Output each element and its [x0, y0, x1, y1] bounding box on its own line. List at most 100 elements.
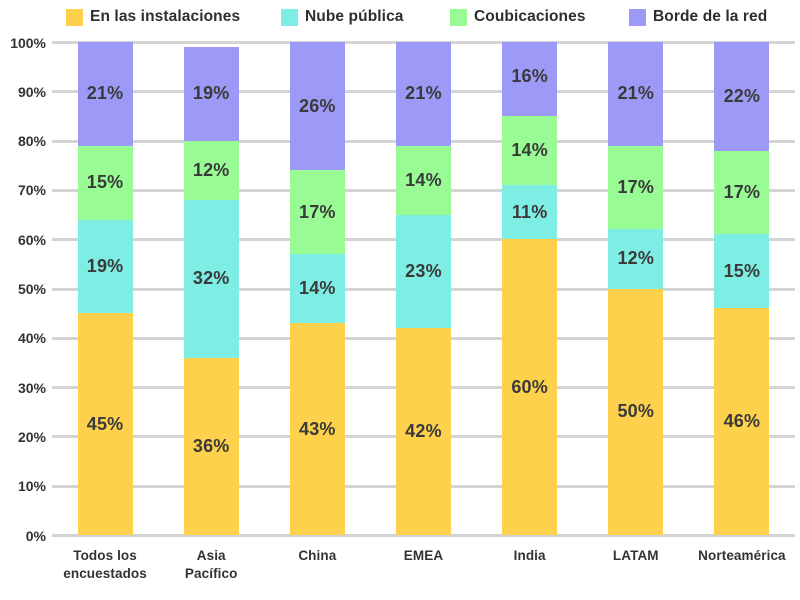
y-axis-tick-label: 20%	[17, 428, 46, 445]
legend-label: Nube pública	[305, 8, 404, 25]
segment-value-label: 32%	[192, 268, 230, 289]
x-axis-category-label: China	[298, 548, 337, 563]
bar-stack: 50% 12% 17% 21%	[608, 42, 664, 535]
bar-segment: 14%	[502, 115, 558, 185]
bar-todos-los-encuestados: 45% 19% 15% 21%	[77, 42, 133, 535]
bar-segment: 11%	[502, 184, 558, 240]
bar-segment: 21%	[77, 42, 133, 146]
y-axis-tick-label: 70%	[17, 182, 46, 199]
y-axis-tick-label: 0%	[25, 527, 46, 544]
legend-label: Coubicaciones	[474, 8, 586, 25]
y-axis-tick-label: 50%	[17, 281, 46, 297]
bar-stack: 60% 11% 14% 16%	[502, 42, 558, 535]
bar-segment: 23%	[396, 214, 451, 328]
bar-segment: 21%	[396, 42, 451, 146]
bar-segment: 26%	[289, 42, 345, 171]
bar-segment: 17%	[714, 150, 770, 235]
segment-value-label: 45%	[86, 413, 124, 434]
segment-value-label: 17%	[723, 181, 761, 202]
segment-value-label: 14%	[299, 278, 336, 298]
segment-value-label: 26%	[299, 95, 336, 116]
legend-label: Borde de la red	[653, 8, 768, 25]
x-axis-category-label: India	[513, 548, 546, 563]
segment-value-label: 15%	[723, 260, 761, 281]
bar-segment: 19%	[183, 46, 239, 141]
x-axis-category-label: LATAM	[612, 548, 659, 563]
bar-segment: 17%	[608, 145, 664, 230]
y-axis-tick-label: 30%	[17, 379, 46, 396]
bar-segment: 32%	[183, 199, 239, 358]
segment-value-label: 22%	[723, 85, 761, 106]
legend-swatch-icon	[281, 8, 298, 26]
y-axis-tick-label: 60%	[17, 231, 46, 248]
y-axis-tick-label: 90%	[17, 83, 46, 100]
segment-value-label: 19%	[192, 83, 230, 104]
gridline	[52, 534, 795, 537]
bar-segment: 14%	[289, 254, 345, 324]
segment-value-label: 43%	[299, 418, 336, 439]
segment-value-label: 16%	[511, 66, 548, 87]
bar-segment: 50%	[608, 288, 664, 535]
segment-value-label: 15%	[86, 172, 124, 193]
bar-norteamérica: 46% 15% 17% 22%	[714, 42, 770, 535]
bar-segment: 16%	[502, 42, 558, 116]
x-axis-category-label: Asia Pacífico	[184, 548, 238, 582]
segment-value-label: 21%	[405, 83, 442, 104]
bar-stack: 45% 19% 15% 21%	[77, 42, 133, 535]
bar-segment: 36%	[183, 357, 239, 535]
segment-value-label: 12%	[617, 248, 655, 269]
bar-segment: 42%	[396, 327, 451, 535]
bar-segment: 21%	[608, 42, 664, 146]
bar-segment: 12%	[608, 229, 664, 289]
legend-item: Borde de la red	[629, 8, 767, 26]
chart-legend: En las instalaciones Nube pública Coubicac…	[0, 8, 800, 34]
bar-segment: 15%	[714, 234, 770, 309]
legend-swatch-icon	[629, 8, 646, 26]
segment-value-label: 21%	[617, 83, 655, 104]
x-axis-category-label: Norteamérica	[698, 548, 786, 563]
bar-stack: 42% 23% 14% 21%	[396, 42, 451, 535]
segment-value-label: 46%	[723, 411, 761, 432]
bar-segment: 19%	[77, 219, 133, 314]
bar-segment: 15%	[77, 145, 133, 220]
bar-china: 43% 14% 17% 26%	[289, 42, 345, 535]
legend-item: Coubicaciones	[450, 8, 586, 26]
legend-item: En las instalaciones	[66, 8, 240, 26]
segment-value-label: 60%	[511, 376, 548, 397]
bar-stack: 36% 32% 12% 19%	[183, 46, 239, 535]
legend-swatch-icon	[450, 8, 467, 26]
bar-segment: 43%	[289, 323, 345, 535]
bar-latam: 50% 12% 17% 21%	[608, 42, 664, 535]
segment-value-label: 14%	[405, 169, 442, 190]
segment-value-label: 21%	[86, 83, 124, 104]
legend-label: En las instalaciones	[90, 8, 241, 25]
segment-value-label: 42%	[405, 420, 442, 441]
bar-segment: 45%	[77, 313, 133, 535]
bar-segment: 12%	[183, 140, 239, 200]
y-axis-tick-label: 80%	[17, 133, 46, 150]
bar-stack: 43% 14% 17% 26%	[289, 42, 345, 535]
bar-stack: 46% 15% 17% 22%	[714, 42, 770, 535]
segment-value-label: 17%	[299, 201, 336, 222]
segment-value-label: 19%	[86, 255, 124, 276]
x-axis-category-label: Todos los encuestados	[63, 548, 147, 582]
legend-item: Nube pública	[281, 8, 404, 26]
y-axis-tick-label: 10%	[17, 478, 46, 495]
bar-asia-pacífico: 36% 32% 12% 19%	[183, 46, 239, 535]
bar-segment: 22%	[714, 42, 770, 151]
segment-value-label: 11%	[511, 201, 548, 222]
bar-segment: 46%	[714, 308, 770, 535]
legend-swatch-icon	[66, 8, 83, 26]
segment-value-label: 12%	[192, 159, 230, 180]
bar-segment: 14%	[396, 145, 451, 215]
bar-segment: 60%	[502, 239, 558, 535]
segment-value-label: 17%	[617, 176, 655, 197]
segment-value-label: 23%	[405, 260, 442, 281]
segment-value-label: 36%	[192, 435, 230, 456]
segment-value-label: 14%	[511, 139, 548, 160]
x-axis-category-label: EMEA	[403, 548, 444, 563]
bar-emea: 42% 23% 14% 21%	[396, 42, 451, 535]
bar-segment: 17%	[289, 170, 345, 254]
